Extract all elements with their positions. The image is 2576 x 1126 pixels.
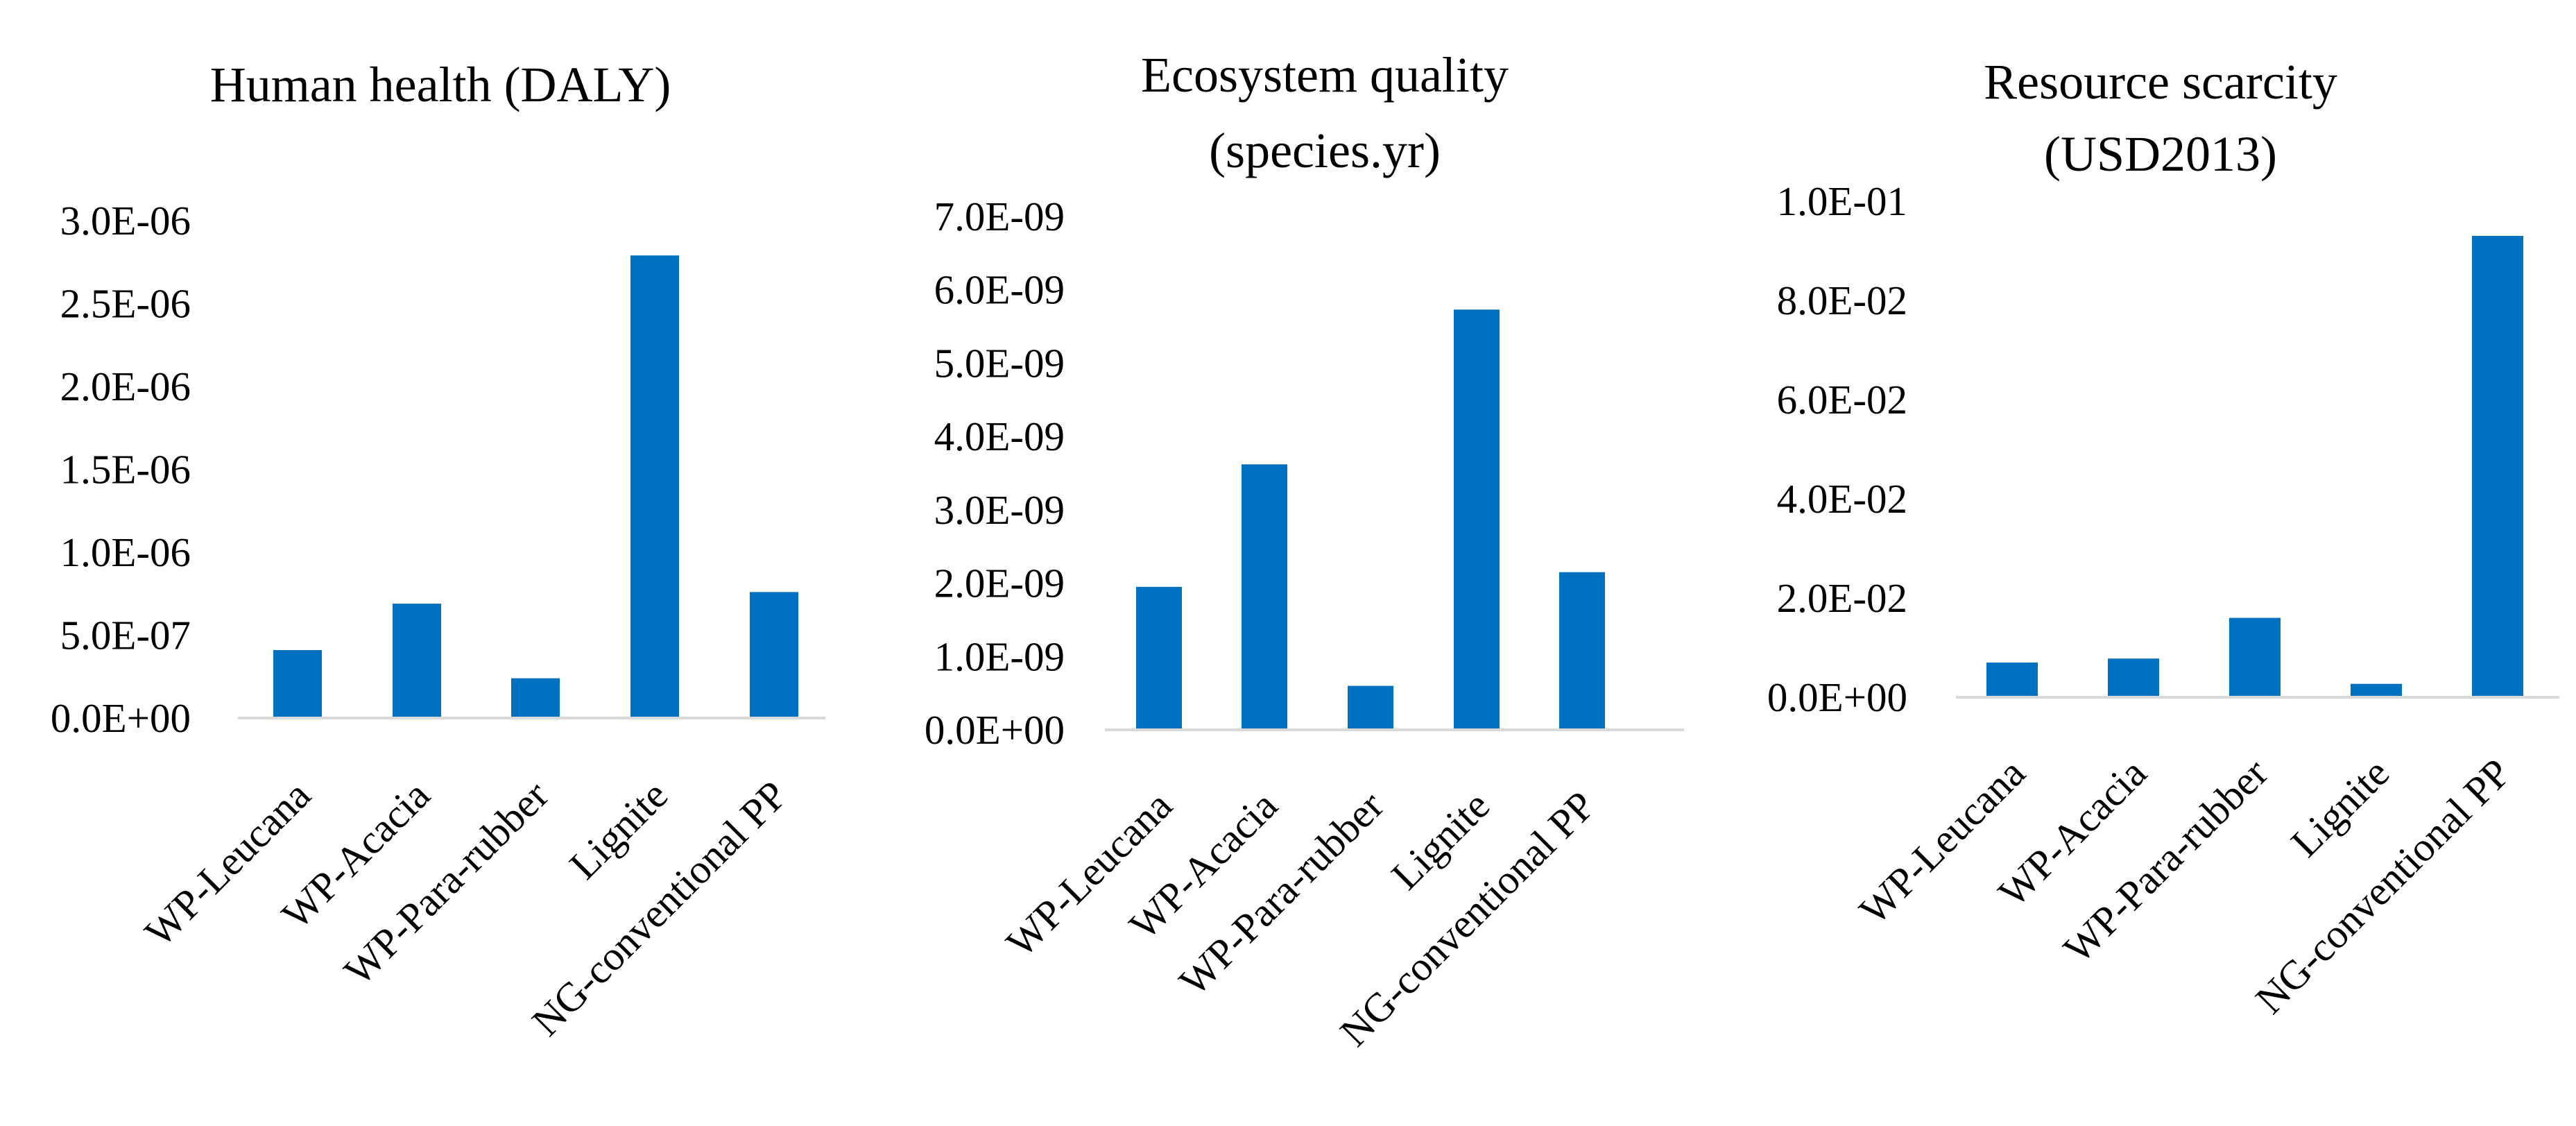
bar	[2472, 236, 2523, 697]
chart-human-health: Human health (DALY) 0.0E+00 5.0E-07 1.0E-0…	[51, 57, 825, 1045]
chart-title-line-2: (species.yr)	[1209, 123, 1441, 178]
category-label: Lignite	[560, 772, 676, 888]
chart-title-line-1: Resource scarcity	[1984, 54, 2337, 110]
category-labels: WP-LeucanaWP-AcaciaWP-Para-rubberLignite…	[997, 782, 1604, 1055]
bar	[1242, 464, 1287, 730]
bar	[1348, 685, 1393, 730]
bar	[1559, 572, 1605, 730]
y-tick-label: 2.0E-02	[1777, 575, 1907, 621]
y-tick-label: 2.0E-09	[934, 561, 1065, 606]
category-label: Lignite	[2282, 750, 2398, 866]
y-tick-label: 3.0E-06	[60, 198, 191, 244]
y-tick-labels: 0.0E+00 2.0E-02 4.0E-02 6.0E-02 8.0E-02 1.0E-…	[1767, 178, 1907, 720]
bar	[750, 592, 798, 718]
chart-title-line-2: (USD2013)	[2044, 126, 2277, 182]
y-tick-label: 8.0E-02	[1777, 278, 1907, 323]
y-tick-label: 1.5E-06	[60, 447, 191, 493]
y-tick-label: 2.5E-06	[60, 281, 191, 327]
y-tick-label: 5.0E-07	[60, 613, 191, 658]
y-tick-label: 3.0E-09	[934, 487, 1065, 533]
bar	[273, 650, 322, 718]
bar	[630, 255, 679, 718]
chart-resource-scarcity: Resource scarcity (USD2013) 0.0E+00 2.0E-…	[1767, 54, 2559, 1023]
bar	[1136, 586, 1182, 730]
category-label: WP-Para-rubber	[2054, 749, 2276, 971]
y-tick-labels: 0.0E+00 1.0E-09 2.0E-09 3.0E-09 4.0E-09 5.0E-…	[925, 194, 1065, 753]
bar	[511, 678, 560, 718]
chart-ecosystem-quality: Ecosystem quality (species.yr) 0.0E+00 1.…	[925, 47, 1684, 1055]
y-tick-label: 1.0E-01	[1777, 178, 1907, 224]
bar	[1986, 662, 2038, 697]
y-tick-label: 6.0E-02	[1777, 377, 1907, 423]
y-tick-label: 7.0E-09	[934, 194, 1065, 239]
bars	[1136, 309, 1605, 730]
bar	[2351, 683, 2402, 697]
bar	[2108, 658, 2159, 697]
bars	[273, 255, 798, 718]
y-tick-label: 6.0E-09	[934, 267, 1065, 313]
chart-title-line-1: Ecosystem quality	[1141, 47, 1509, 103]
y-tick-label: 0.0E+00	[925, 707, 1065, 753]
category-label: WP-Leucana	[136, 772, 319, 955]
category-label: WP-Leucana	[1851, 750, 2034, 933]
category-label: WP-Para-rubber	[335, 771, 557, 993]
y-tick-label: 0.0E+00	[51, 695, 191, 741]
bars	[1986, 236, 2523, 697]
y-tick-label: 1.0E-06	[60, 529, 191, 575]
y-tick-label: 1.0E-09	[934, 633, 1065, 679]
chart-title-line-1: Human health (DALY)	[210, 57, 671, 112]
y-tick-label: 4.0E-09	[934, 413, 1065, 459]
bar	[1454, 309, 1500, 730]
y-tick-label: 0.0E+00	[1767, 674, 1907, 720]
y-tick-label: 4.0E-02	[1777, 476, 1907, 522]
y-tick-labels: 0.0E+00 5.0E-07 1.0E-06 1.5E-06 2.0E-06 2.5E-…	[51, 198, 191, 741]
bar	[2229, 617, 2281, 697]
bar	[393, 604, 441, 718]
y-tick-label: 5.0E-09	[934, 340, 1065, 386]
y-tick-label: 2.0E-06	[60, 364, 191, 409]
